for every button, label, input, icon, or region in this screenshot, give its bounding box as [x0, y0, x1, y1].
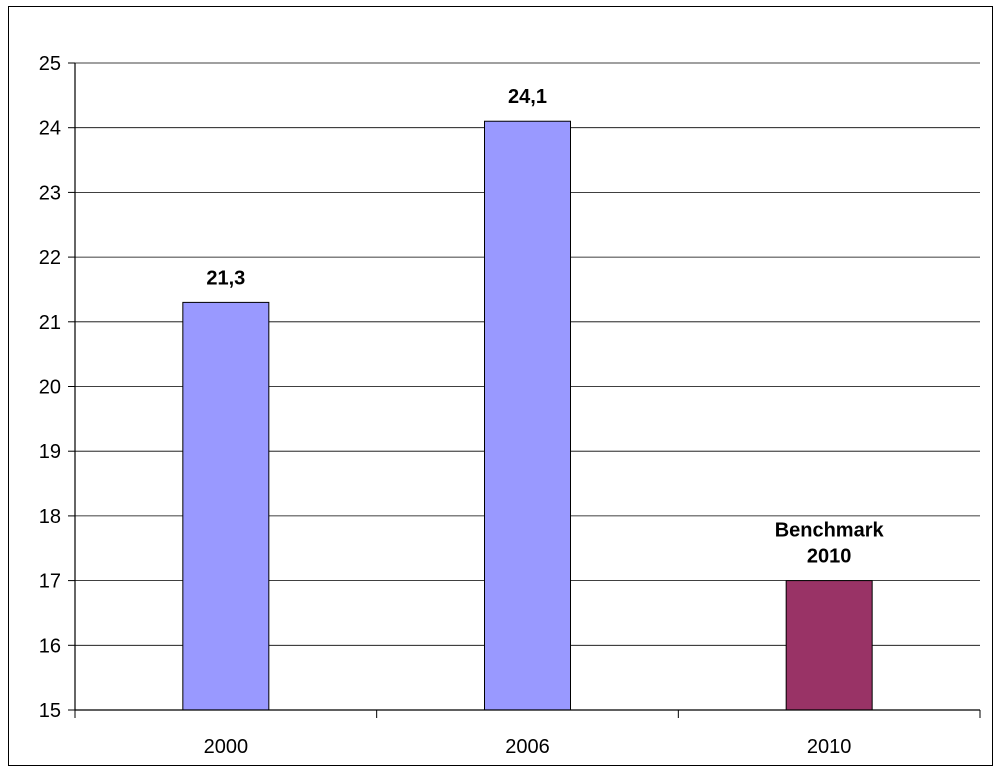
y-tick-label: 23: [39, 182, 61, 204]
data-label-2000: 21,3: [206, 267, 245, 289]
y-tick-label: 22: [39, 247, 61, 269]
y-tick-label: 15: [39, 700, 61, 722]
y-tick-label: 20: [39, 377, 61, 399]
bar-2006: [484, 120, 571, 711]
y-tick-label: 19: [39, 441, 61, 463]
x-tick-label: 2000: [204, 736, 249, 758]
labels: 15 16 17 18 19 20 21 22 23 24 25 21,3 2000 24,1 2006 Be…: [39, 53, 885, 758]
bar-2010: [785, 580, 873, 711]
data-label-2010: Benchmark 2010: [775, 520, 885, 568]
bars: [182, 120, 873, 711]
y-tick-label: 17: [39, 571, 61, 593]
data-label-2006: 24,1: [508, 86, 547, 108]
y-tick-label: 16: [39, 635, 61, 657]
x-tick-label: 2010: [807, 736, 852, 758]
y-tick-label: 25: [39, 53, 61, 75]
y-tick-label: 18: [39, 506, 61, 528]
x-tick-label: 2006: [505, 736, 550, 758]
axes: [68, 62, 981, 718]
y-tick-label: 21: [39, 312, 61, 334]
y-tick-label: 24: [39, 118, 61, 140]
bar-2000: [182, 301, 270, 711]
